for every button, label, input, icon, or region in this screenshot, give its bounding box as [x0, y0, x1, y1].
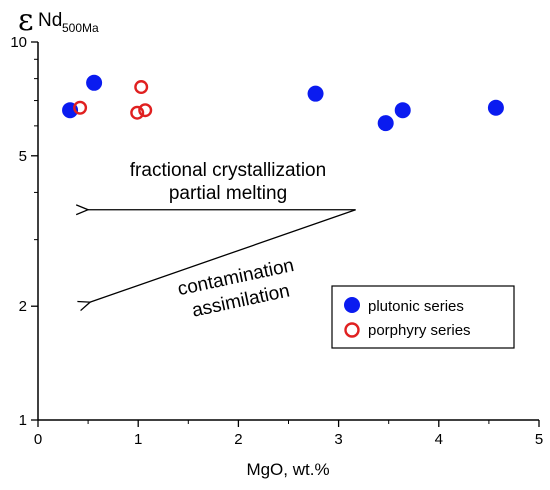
x-tick-label: 2	[234, 431, 242, 448]
point-plutonic	[86, 74, 103, 91]
x-axis-title: MgO, wt.%	[246, 460, 329, 479]
legend-marker-plutonic	[344, 297, 360, 313]
y-axis-title: ε Nd 500Ma	[18, 3, 99, 38]
x-tick-label: 0	[34, 431, 42, 448]
point-porphyry	[138, 103, 153, 118]
point-plutonic	[377, 115, 394, 132]
annotation-fractional-crystallization: fractional crystallization	[130, 160, 326, 181]
arrow-contamination	[90, 209, 356, 302]
legend-box	[331, 285, 515, 349]
legend-marker-porphyry	[344, 322, 360, 338]
legend-label-porphyry: porphyry series	[368, 322, 471, 339]
x-ticks: 0 1 2 3 4 5	[34, 420, 543, 448]
y-tick-label: 2	[19, 298, 27, 315]
annotation-partial-melting: partial melting	[169, 183, 287, 204]
point-porphyry	[134, 80, 149, 95]
point-plutonic	[487, 99, 504, 116]
annotations: fractional crystallization partial melti…	[88, 160, 356, 322]
point-plutonic	[394, 102, 411, 119]
point-porphyry	[130, 105, 145, 120]
point-porphyry	[73, 100, 88, 115]
legend-label-plutonic: plutonic series	[368, 298, 464, 315]
y-axis-label: Nd	[38, 10, 62, 31]
data-points	[62, 74, 504, 132]
legend: plutonic series porphyry series	[331, 285, 515, 349]
axes	[37, 42, 539, 421]
y-axis-subscript: 500Ma	[62, 21, 99, 35]
point-plutonic	[307, 85, 324, 102]
y-ticks: 1 2 5 10	[10, 34, 38, 429]
x-tick-label: 4	[435, 431, 443, 448]
y-tick-label: 5	[19, 148, 27, 165]
y-tick-label: 10	[10, 34, 27, 51]
y-tick-label: 1	[19, 412, 27, 429]
x-tick-label: 5	[535, 431, 543, 448]
x-tick-label: 1	[134, 431, 142, 448]
y-axis-symbol: ε	[18, 3, 34, 38]
x-tick-label: 3	[334, 431, 342, 448]
